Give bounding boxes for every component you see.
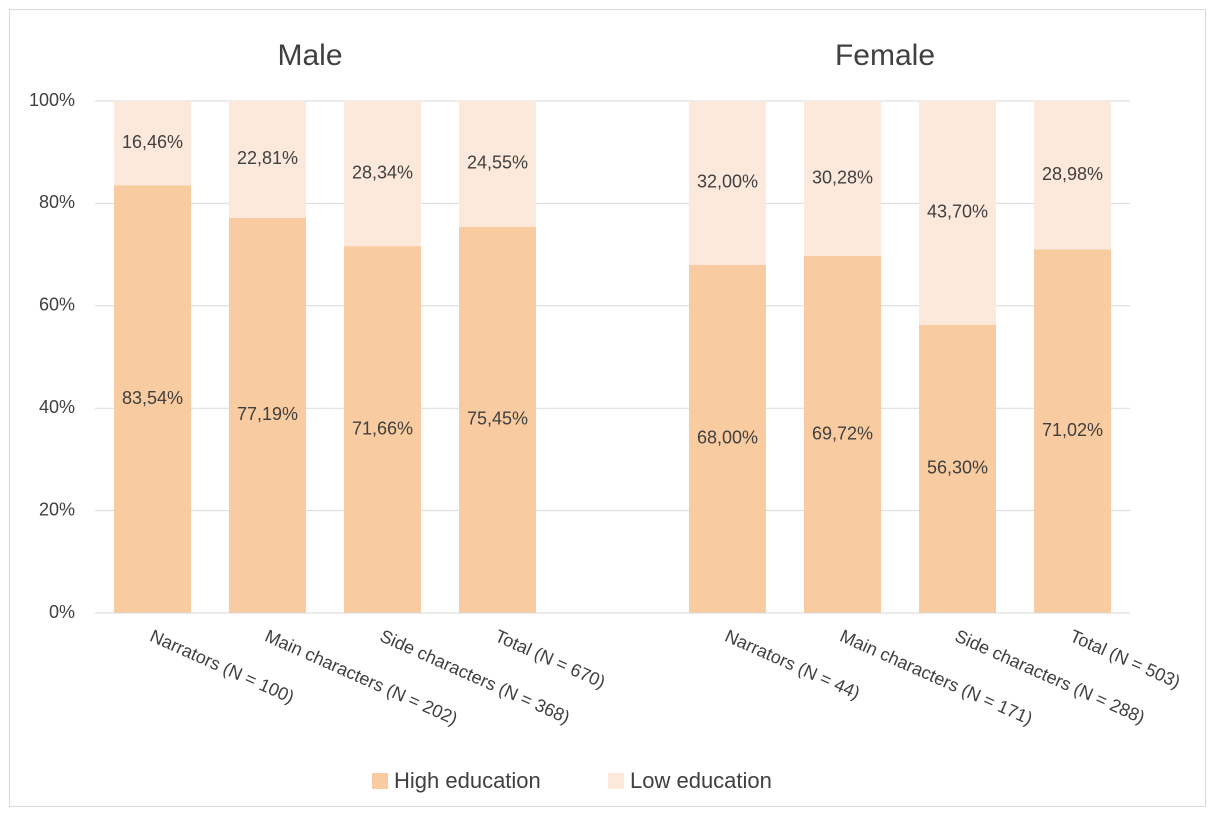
bar-segment bbox=[689, 264, 766, 613]
y-tick-label: 100% bbox=[29, 90, 75, 110]
bar-segment bbox=[229, 217, 306, 613]
data-label: 16,46% bbox=[122, 132, 183, 152]
data-label: 28,34% bbox=[352, 162, 413, 182]
bar-segment bbox=[459, 226, 536, 614]
data-label: 24,55% bbox=[467, 153, 528, 173]
y-tick-label: 40% bbox=[39, 397, 75, 417]
data-label: 75,45% bbox=[467, 409, 528, 429]
legend-label: Low education bbox=[630, 768, 772, 793]
bar-segment bbox=[344, 101, 421, 247]
data-label: 43,70% bbox=[927, 202, 988, 222]
legend-swatch bbox=[372, 773, 388, 789]
data-label: 56,30% bbox=[927, 458, 988, 478]
y-tick-label: 60% bbox=[39, 295, 75, 315]
bar-segment bbox=[804, 101, 881, 257]
bar-segment bbox=[459, 101, 536, 227]
data-label: 71,66% bbox=[352, 418, 413, 438]
data-label: 30,28% bbox=[812, 167, 873, 187]
legend-swatch bbox=[608, 773, 624, 789]
bar-segment bbox=[804, 256, 881, 613]
bar-segment bbox=[689, 101, 766, 265]
bar-segment bbox=[919, 324, 996, 613]
legend-label: High education bbox=[394, 768, 541, 793]
group-title: Male bbox=[277, 39, 342, 72]
bar-segment bbox=[919, 101, 996, 325]
data-label: 32,00% bbox=[697, 172, 758, 192]
data-label: 28,98% bbox=[1042, 164, 1103, 184]
group-title: Female bbox=[835, 39, 935, 72]
bar-segment bbox=[344, 246, 421, 613]
data-label: 77,19% bbox=[237, 404, 298, 424]
y-tick-label: 0% bbox=[49, 602, 75, 622]
data-label: 83,54% bbox=[122, 388, 183, 408]
bar-segment bbox=[229, 101, 306, 218]
y-tick-label: 20% bbox=[39, 499, 75, 519]
bar-segment bbox=[114, 185, 191, 613]
bar-segment bbox=[114, 101, 191, 186]
bar-segment bbox=[1034, 101, 1111, 250]
data-label: 71,02% bbox=[1042, 420, 1103, 440]
y-tick-label: 80% bbox=[39, 192, 75, 212]
data-label: 69,72% bbox=[812, 423, 873, 443]
data-label: 22,81% bbox=[237, 148, 298, 168]
data-label: 68,00% bbox=[697, 428, 758, 448]
bar-segment bbox=[1034, 249, 1111, 613]
